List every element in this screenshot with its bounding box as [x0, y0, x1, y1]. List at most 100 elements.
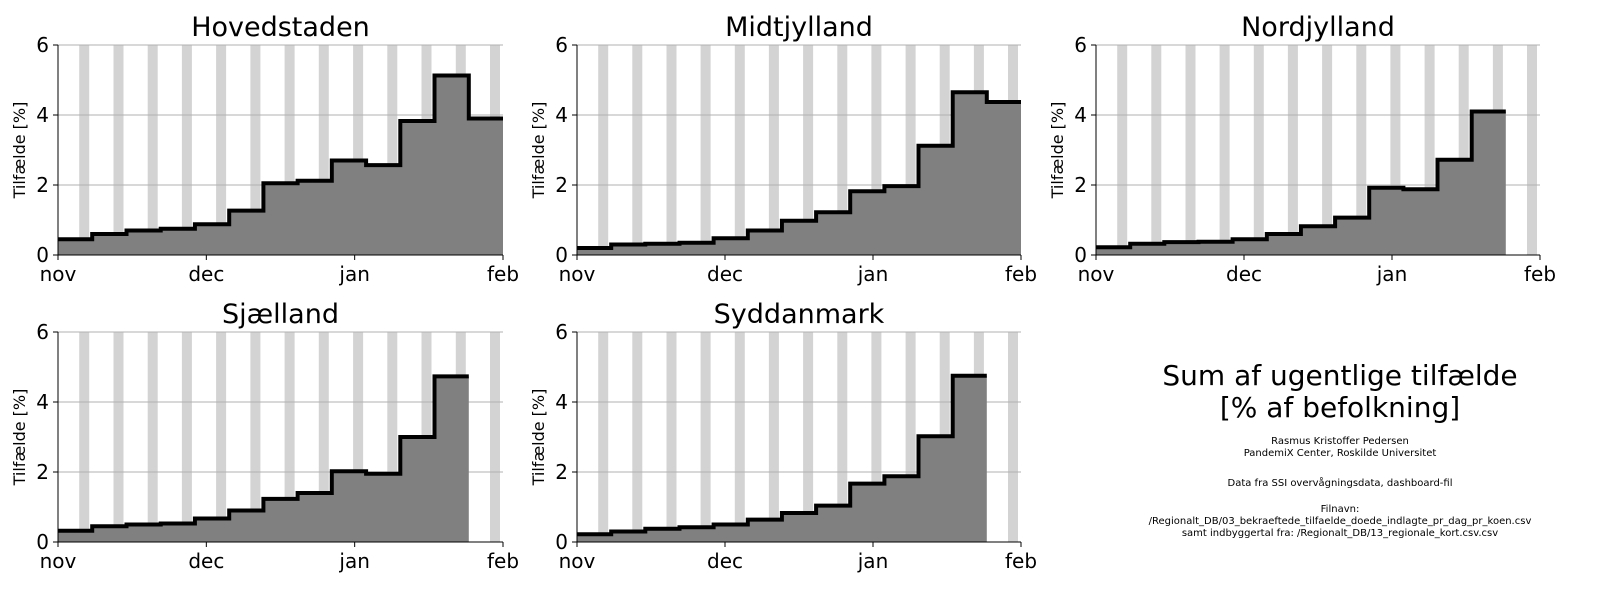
- week-band: [666, 45, 677, 255]
- y-tick-label: 4: [36, 103, 49, 127]
- week-band: [700, 45, 711, 255]
- x-tick-label: jan: [1376, 262, 1408, 286]
- chart-panel-0: 0 2 4 6 nov dec jan feb Hovedstaden Tilfælde [%]: [10, 12, 519, 286]
- x-tick-label: nov: [40, 549, 77, 573]
- week-band: [1151, 45, 1162, 255]
- y-tick-label: 6: [36, 33, 49, 57]
- x-tick-label: feb: [487, 262, 519, 286]
- x-tick-label: nov: [559, 262, 596, 286]
- x-tick-label: dec: [707, 262, 743, 286]
- week-band: [147, 45, 158, 255]
- series-area: [58, 376, 469, 542]
- week-band: [632, 332, 643, 542]
- y-tick-label: 2: [36, 173, 49, 197]
- y-tick-label: 2: [555, 173, 568, 197]
- week-band: [1253, 45, 1264, 255]
- population-source-note: samt indbyggertal fra: /Regionalt_DB/13_…: [1181, 528, 1499, 539]
- chart-panel-1: 0 2 4 6 nov dec jan feb Midtjylland Tilfælde [%]: [529, 12, 1037, 286]
- week-band: [250, 45, 261, 255]
- week-band: [284, 332, 295, 542]
- figure-info-panel: Sum af ugentlige tilfælde [% af befolkni…: [1080, 360, 1600, 540]
- week-band: [905, 45, 916, 255]
- y-axis-label: Tilfælde [%]: [10, 102, 29, 200]
- series-step-line: [58, 374, 469, 533]
- week-band: [318, 332, 329, 542]
- week-band: [1322, 45, 1333, 255]
- y-axis-label: Tilfælde [%]: [10, 389, 29, 487]
- week-band: [700, 332, 711, 542]
- week-band: [1527, 45, 1537, 255]
- week-band: [387, 45, 398, 255]
- panel-title: Sjælland: [222, 299, 339, 330]
- series-area: [577, 92, 1021, 255]
- x-tick-label: feb: [1005, 262, 1037, 286]
- week-band: [353, 45, 364, 255]
- panel-title: Hovedstaden: [191, 12, 370, 43]
- affiliation-credit: PandemiX Center, Roskilde Universitet: [1243, 448, 1437, 459]
- x-tick-label: feb: [487, 549, 519, 573]
- y-tick-label: 4: [36, 390, 49, 414]
- series-step-line: [1096, 109, 1506, 250]
- y-tick-label: 2: [36, 460, 49, 484]
- week-band: [181, 45, 192, 255]
- week-band: [1390, 45, 1401, 255]
- y-tick-label: 6: [555, 320, 568, 344]
- y-tick-label: 6: [555, 33, 568, 57]
- author-credit: Rasmus Kristoffer Pedersen: [1271, 436, 1409, 447]
- week-band: [768, 332, 779, 542]
- x-tick-label: nov: [559, 549, 596, 573]
- week-band: [666, 332, 677, 542]
- week-band: [837, 332, 848, 542]
- x-tick-label: jan: [338, 262, 370, 286]
- week-band: [871, 332, 882, 542]
- series-step-line: [577, 90, 1021, 250]
- week-band: [1185, 45, 1196, 255]
- x-tick-label: nov: [1078, 262, 1115, 286]
- y-tick-label: 0: [1074, 243, 1087, 267]
- y-tick-label: 0: [36, 530, 49, 554]
- week-band: [598, 45, 609, 255]
- data-source-note: Data fra SSI overvågningsdata, dashboard…: [1227, 478, 1453, 489]
- y-tick-label: 0: [555, 530, 568, 554]
- x-tick-label: feb: [1524, 262, 1556, 286]
- figure-title-line-2: [% af befolkning]: [1219, 391, 1461, 424]
- week-band: [216, 332, 227, 542]
- y-tick-label: 4: [555, 103, 568, 127]
- week-band: [353, 332, 364, 542]
- series-area: [577, 375, 987, 542]
- week-band: [905, 332, 916, 542]
- week-band: [79, 332, 90, 542]
- filename-path: /Regionalt_DB/03_bekraeftede_tilfaelde_d…: [1148, 516, 1532, 527]
- series-area: [58, 75, 503, 255]
- y-tick-label: 6: [1074, 33, 1087, 57]
- panel-title: Nordjylland: [1241, 12, 1395, 43]
- x-tick-label: jan: [338, 549, 370, 573]
- y-tick-label: 0: [555, 243, 568, 267]
- week-band: [768, 45, 779, 255]
- week-band: [490, 332, 500, 542]
- y-tick-label: 4: [1074, 103, 1087, 127]
- x-tick-label: jan: [857, 549, 889, 573]
- x-tick-label: dec: [1226, 262, 1262, 286]
- x-tick-label: dec: [188, 549, 224, 573]
- week-band: [1458, 45, 1469, 255]
- week-band: [1424, 45, 1435, 255]
- week-band: [147, 332, 158, 542]
- filename-label: Filnavn:: [1320, 504, 1360, 515]
- series-step-line: [58, 73, 503, 242]
- y-tick-label: 0: [36, 243, 49, 267]
- week-band: [113, 45, 124, 255]
- x-tick-label: nov: [40, 262, 77, 286]
- week-band: [1287, 45, 1298, 255]
- series-step-line: [577, 373, 987, 537]
- week-band: [632, 45, 643, 255]
- week-band: [871, 45, 882, 255]
- week-band: [250, 332, 261, 542]
- y-axis-label: Tilfælde [%]: [529, 389, 548, 487]
- week-band: [181, 332, 192, 542]
- week-band: [803, 45, 814, 255]
- week-band: [803, 332, 814, 542]
- y-axis-label: Tilfælde [%]: [1048, 102, 1067, 200]
- y-tick-label: 6: [36, 320, 49, 344]
